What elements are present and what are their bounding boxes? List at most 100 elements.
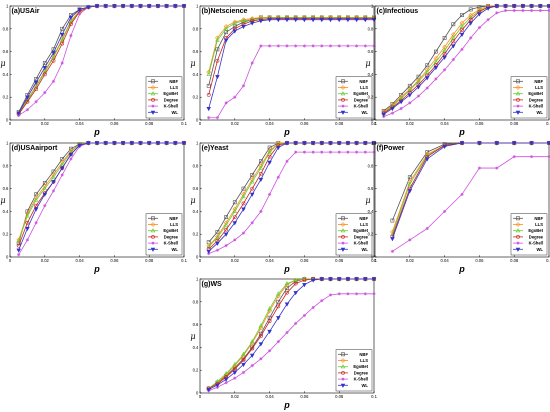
data-point [336, 141, 342, 146]
legend-marker [150, 85, 156, 90]
data-point [371, 277, 377, 282]
data-point [547, 8, 550, 13]
x-tick-label: 0.1 [181, 258, 187, 263]
data-point [311, 150, 315, 154]
data-point [224, 381, 228, 385]
data-point [512, 155, 516, 159]
data-point [69, 34, 73, 38]
x-tick-label: 0 [9, 121, 12, 126]
legend-label: Degree [354, 234, 369, 239]
data-point [442, 55, 447, 60]
data-point [328, 277, 333, 282]
data-point [363, 292, 367, 296]
data-point [68, 15, 74, 20]
data-point [60, 61, 64, 65]
data-point [25, 213, 30, 218]
data-point [17, 253, 21, 257]
data-point [51, 174, 56, 179]
legend-marker [150, 222, 156, 227]
legend-marker [340, 222, 346, 227]
x-tick-label: 0.02 [231, 121, 240, 126]
plot-frame [199, 5, 375, 121]
data-point [372, 292, 376, 296]
legend-label: WL [171, 110, 178, 115]
data-point [530, 155, 534, 159]
data-point [276, 291, 281, 296]
legend-label: Degree [529, 97, 544, 102]
x-tick-label: 0.02 [231, 394, 240, 399]
data-point [250, 364, 254, 368]
data-point [355, 44, 359, 48]
data-point [285, 159, 289, 163]
data-point [285, 330, 289, 335]
y-tick-label: 1 [371, 4, 374, 9]
legend-marker [516, 98, 520, 102]
data-point [459, 32, 465, 38]
data-point [416, 78, 421, 83]
legend-marker [340, 364, 346, 369]
data-point [433, 65, 439, 71]
x-tick-label: 0.04 [76, 121, 85, 126]
data-point [293, 277, 298, 282]
data-point [259, 357, 263, 361]
data-point [433, 59, 439, 64]
y-tick-label: 1 [196, 4, 199, 9]
x-axis-label: p [458, 127, 465, 137]
data-point [249, 192, 255, 197]
data-point [310, 18, 316, 23]
data-point [59, 162, 65, 167]
data-point [258, 323, 264, 328]
legend-label: Degree [354, 370, 369, 375]
legend-label: EgoBet [528, 91, 543, 96]
data-point [146, 4, 152, 9]
data-point [495, 11, 499, 15]
series-line [392, 142, 549, 239]
data-point [354, 18, 359, 23]
series-wl [16, 4, 187, 116]
legend-label: Degree [354, 97, 369, 102]
data-point [249, 339, 255, 344]
data-point [433, 49, 438, 54]
legend-label: EgoBet [163, 228, 178, 233]
legend-label: EgoBet [353, 228, 368, 233]
data-point [206, 93, 211, 97]
data-point [268, 349, 272, 353]
data-point [16, 238, 21, 243]
data-point [42, 186, 48, 191]
chart-panel: 00.020.040.060.080.100.20.40.60.81pμ(c)I… [365, 3, 550, 137]
data-point [302, 278, 307, 283]
data-point [320, 150, 324, 154]
y-tick-label: 0.2 [193, 368, 199, 373]
data-point [398, 95, 404, 100]
chart-panel: 0 0.02 0.04 0.06 0.08 0.100.20.40.60.81pμ(b)N… [190, 4, 377, 138]
y-tick-label: 1 [6, 141, 9, 146]
panel-title: (d)USAairport [12, 145, 59, 152]
data-point [408, 238, 412, 242]
x-tick-label: 0 [9, 258, 12, 263]
data-point [103, 141, 108, 146]
chart-panel: 0 0.02 0.04 0.06 0.08 0.100.20.40.60.81pμ(d)U… [0, 140, 188, 274]
data-point [241, 84, 246, 88]
data-point [241, 194, 246, 199]
data-point [215, 116, 219, 120]
x-tick-label: 0.06 [300, 394, 309, 399]
data-point [232, 29, 238, 34]
y-tick-label: 0.6 [3, 186, 9, 191]
data-point [25, 238, 29, 242]
data-point [529, 141, 534, 146]
data-point [276, 340, 280, 344]
data-point [173, 4, 178, 9]
y-tick-label: 0.2 [3, 232, 9, 237]
x-tick-label: 0.06 [475, 121, 484, 126]
data-point [258, 165, 264, 170]
data-point [241, 207, 246, 212]
y-tick-label: 0.6 [368, 186, 374, 191]
legend-marker [515, 228, 521, 233]
x-tick-label: 0.06 [475, 258, 484, 263]
data-point [59, 37, 65, 42]
data-point [215, 383, 220, 388]
data-point [120, 141, 126, 146]
panel-title: (e)Yeast [202, 145, 230, 152]
data-point [51, 51, 56, 56]
